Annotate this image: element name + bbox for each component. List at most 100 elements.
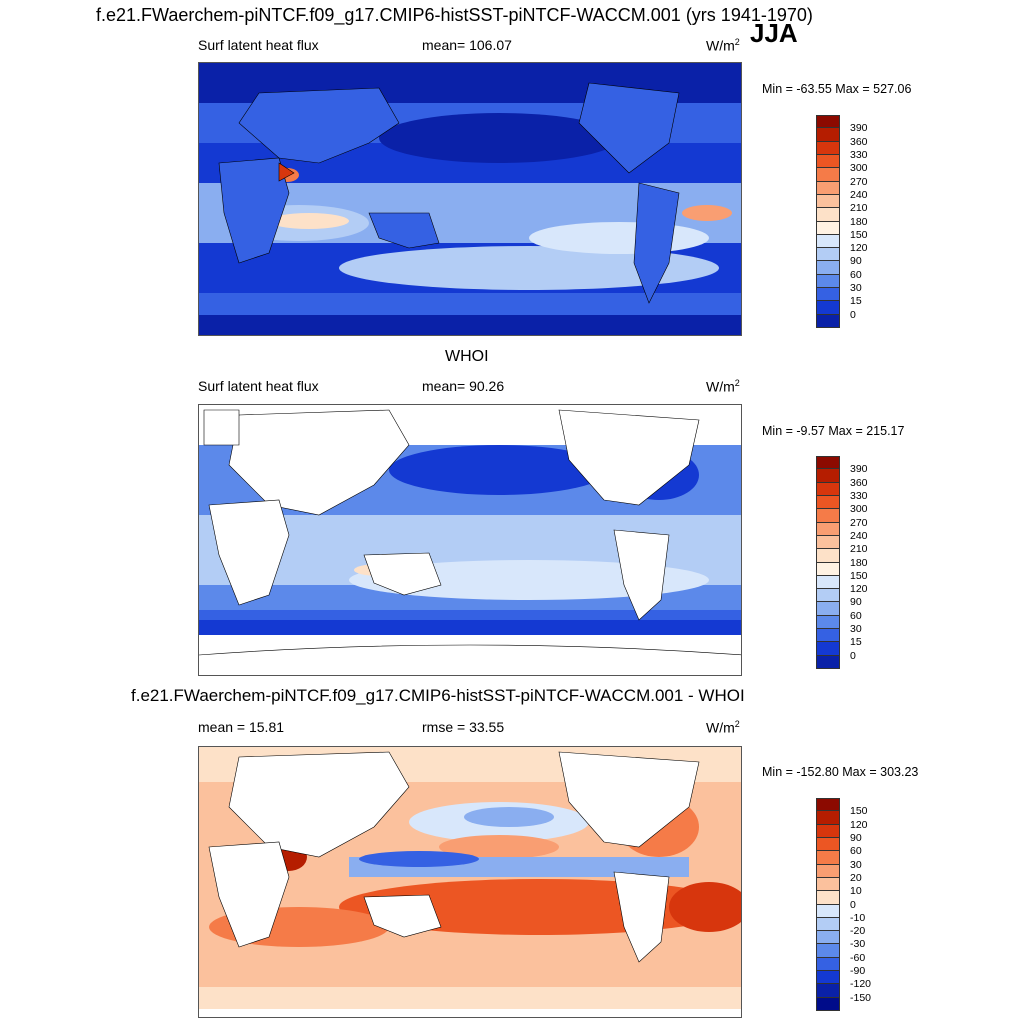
panel-diff-title: f.e21.FWaerchem-piNTCF.f09_g17.CMIP6-his… <box>131 686 745 705</box>
colorbar-tick-label: 120 <box>850 242 868 255</box>
season-label: JJA <box>750 18 798 48</box>
panel-obs-units: W/m2 <box>706 378 740 395</box>
colorbar-tick-label: 330 <box>850 489 868 502</box>
colorbar-swatch <box>816 589 840 603</box>
colorbar-tick-label: -10 <box>850 911 866 924</box>
colorbar-swatch <box>816 115 840 129</box>
colorbar-tick-label: 60 <box>850 609 862 622</box>
colorbar-tick-label: 90 <box>850 255 862 268</box>
colorbar-tick-label: 330 <box>850 148 868 161</box>
colorbar-tick-label: 15 <box>850 295 862 308</box>
colorbar-swatch <box>816 482 840 496</box>
panel-model-colorbar <box>816 115 840 328</box>
colorbar-swatch <box>816 971 840 985</box>
colorbar-swatch <box>816 837 840 852</box>
colorbar-swatch <box>816 301 840 315</box>
colorbar-tick-label: 300 <box>850 162 868 175</box>
panel-diff-map <box>198 746 742 1018</box>
panel-diff-minmax: Min = -152.80 Max = 303.23 <box>762 765 919 779</box>
colorbar-swatch <box>816 944 840 958</box>
panel-obs-minmax: Min = -9.57 Max = 215.17 <box>762 424 905 438</box>
colorbar-tick-label: -90 <box>850 965 866 978</box>
colorbar-swatch <box>816 181 840 195</box>
panel-diff-mean-label: mean = 15.81 <box>198 719 285 735</box>
panel-diff-units: W/m2 <box>706 719 740 736</box>
colorbar-tick-label: 210 <box>850 202 868 215</box>
colorbar-swatch <box>816 602 840 616</box>
colorbar-tick-label: -120 <box>850 978 872 991</box>
colorbar-swatch <box>816 877 840 892</box>
colorbar-swatch <box>816 274 840 289</box>
colorbar-swatch <box>816 629 840 643</box>
panel-model-minmax: Min = -63.55 Max = 527.06 <box>762 82 912 96</box>
colorbar-swatch <box>816 288 840 302</box>
colorbar-swatch <box>816 851 840 865</box>
colorbar-swatch <box>816 957 840 972</box>
panel-model-mean-label: mean= 106.07 <box>422 37 512 53</box>
colorbar-swatch <box>816 824 840 838</box>
colorbar-swatch <box>816 549 840 563</box>
colorbar-tick-label: 360 <box>850 135 868 148</box>
colorbar-swatch <box>816 314 840 328</box>
colorbar-swatch <box>816 154 840 169</box>
colorbar-swatch <box>816 575 840 590</box>
colorbar-tick-label: 240 <box>850 188 868 201</box>
colorbar-tick-label: 270 <box>850 516 868 529</box>
colorbar-swatch <box>816 495 840 510</box>
colorbar-tick-label: 120 <box>850 818 868 831</box>
panel-obs-variable-label: Surf latent heat flux <box>198 378 319 394</box>
colorbar-swatch <box>816 904 840 918</box>
panel-model-units: W/m2 <box>706 37 740 54</box>
colorbar-tick-label: 210 <box>850 543 868 556</box>
colorbar-tick-label: 15 <box>850 636 862 649</box>
colorbar-swatch <box>816 128 840 142</box>
colorbar-tick-label: 60 <box>850 268 862 281</box>
colorbar-swatch <box>816 811 840 825</box>
colorbar-tick-label: 150 <box>850 569 868 582</box>
colorbar-tick-label: 150 <box>850 805 868 818</box>
colorbar-tick-label: -20 <box>850 925 866 938</box>
figure-title: f.e21.FWaerchem-piNTCF.f09_g17.CMIP6-his… <box>96 5 813 25</box>
colorbar-swatch <box>816 469 840 483</box>
panel-diff-rmse-label: rmse = 33.55 <box>422 719 505 735</box>
colorbar-swatch <box>816 221 840 235</box>
colorbar-swatch <box>816 522 840 536</box>
colorbar-swatch <box>816 261 840 275</box>
colorbar-swatch <box>816 642 840 656</box>
panel-obs-mean-label: mean= 90.26 <box>422 378 505 394</box>
colorbar-tick-label: 390 <box>850 463 868 476</box>
colorbar-swatch <box>816 984 840 998</box>
colorbar-tick-label: 90 <box>850 831 862 844</box>
colorbar-swatch <box>816 141 840 155</box>
colorbar-swatch <box>816 615 840 630</box>
colorbar-tick-label: 0 <box>850 308 856 321</box>
colorbar-swatch <box>816 456 840 470</box>
colorbar-swatch <box>816 248 840 262</box>
colorbar-tick-label: 10 <box>850 885 862 898</box>
colorbar-swatch <box>816 234 840 249</box>
colorbar-tick-label: 270 <box>850 175 868 188</box>
colorbar-swatch <box>816 864 840 878</box>
colorbar-tick-label: -150 <box>850 991 872 1004</box>
panel-obs-colorbar-labels: 390 360 330 300 270 240 210 180 150 120 90 60 30 15 0 <box>850 456 890 669</box>
colorbar-swatch <box>816 208 840 222</box>
colorbar-tick-label: 300 <box>850 503 868 516</box>
colorbar-tick-label: 90 <box>850 596 862 609</box>
colorbar-tick-label: 60 <box>850 845 862 858</box>
panel-model-map <box>198 62 742 336</box>
panel-model-variable-label: Surf latent heat flux <box>198 37 319 53</box>
colorbar-swatch <box>816 194 840 209</box>
colorbar-tick-label: 30 <box>850 623 862 636</box>
colorbar-swatch <box>816 931 840 945</box>
colorbar-swatch <box>816 891 840 905</box>
colorbar-tick-label: 240 <box>850 529 868 542</box>
colorbar-swatch <box>816 535 840 550</box>
colorbar-tick-label: 150 <box>850 228 868 241</box>
colorbar-swatch <box>816 655 840 669</box>
colorbar-swatch <box>816 509 840 523</box>
panel-diff-colorbar <box>816 798 840 1011</box>
colorbar-tick-label: -30 <box>850 938 866 951</box>
panel-model-colorbar-labels: 390 360 330 300 270 240 210 180 150 120 90 60 30 15 0 <box>850 115 890 328</box>
colorbar-tick-label: 0 <box>850 898 856 911</box>
colorbar-tick-label: 20 <box>850 871 862 884</box>
